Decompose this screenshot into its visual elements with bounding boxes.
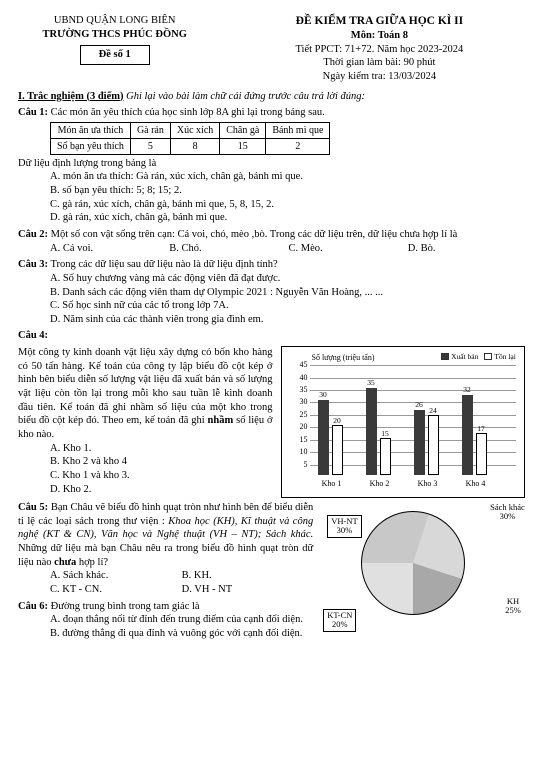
tbl-r1: Số bạn yêu thích	[51, 138, 131, 154]
q4-d: D. Kho 2.	[50, 483, 273, 497]
exam-title: ĐỀ KIỂM TRA GIỮA HỌC KÌ II	[232, 14, 527, 29]
exam-number: Đề số 1	[80, 45, 150, 65]
date-line: Ngày kiểm tra: 13/03/2024	[232, 70, 527, 84]
q3-a: A. Số huy chương vàng mà các động viên đ…	[50, 272, 527, 286]
q4-nham: nhầm	[208, 415, 234, 426]
chart-axis-title: Số lượng (triệu tấn)	[312, 353, 375, 363]
q4-c: C. Kho 1 và kho 3.	[50, 469, 273, 483]
pie-circle	[361, 511, 465, 615]
q2-b: B. Chó.	[169, 242, 288, 256]
question-4-block: Một công ty kinh doanh vật liệu xây dựng…	[18, 346, 527, 498]
q5-text3: hợp lí?	[79, 557, 108, 568]
bar-area: 510152025303540453020Kho 13515Kho 22624K…	[310, 365, 516, 475]
section-i-title: I. Trắc nghiệm (3 điểm)	[18, 91, 123, 102]
question-3: Câu 3: Trong các dữ liệu sau dữ liệu nào…	[18, 258, 527, 272]
q3-text: Trong các dữ liệu sau dữ liệu nào là dữ …	[50, 259, 277, 270]
q4-label: Câu 4:	[18, 330, 48, 341]
q5-text-col: Câu 5: Bạn Châu vẽ biểu đồ hình quạt trò…	[18, 501, 313, 640]
org-line2: TRƯỜNG THCS PHÚC ĐỒNG	[18, 28, 211, 42]
tbl-h1: Món ăn ưa thích	[51, 122, 131, 138]
q6-b: B. đường thẳng đi qua đỉnh và vuông góc …	[50, 627, 313, 641]
q2-label: Câu 2:	[18, 229, 48, 240]
q4-a: A. Kho 1.	[50, 442, 273, 456]
q1-label: Câu 1:	[18, 107, 48, 118]
chart-legend: Xuất bán Tồn lại	[441, 352, 516, 362]
legend-swatch-tl	[484, 353, 492, 360]
legend-tl: Tồn lại	[494, 352, 515, 362]
tiet-line: Tiết PPCT: 71+72. Năm học 2023-2024	[232, 43, 527, 57]
question-1: Câu 1: Các món ăn yêu thích của học sinh…	[18, 106, 527, 120]
q5-a: A. Sách khác.	[50, 569, 182, 583]
q5-d: D. VH - NT	[182, 583, 314, 597]
section-i-note: Ghi lại vào bài làm chữ cái đứng trước c…	[126, 91, 365, 102]
tbl-v2: 8	[170, 138, 219, 154]
q4-b: B. Kho 2 và kho 4	[50, 455, 273, 469]
tbl-h2: Gà rán	[130, 122, 170, 138]
page-header: UBND QUẬN LONG BIÊN TRƯỜNG THCS PHÚC ĐỒN…	[18, 14, 527, 84]
q5-b: B. KH.	[182, 569, 314, 583]
q6-label: Câu 6:	[18, 601, 48, 612]
q2-choices: A. Cá voi. B. Chó. C. Mèo. D. Bò.	[50, 242, 527, 256]
q1-d: D. gà rán, xúc xích, chân gà, bánh mì qu…	[50, 211, 527, 225]
question-2: Câu 2: Một số con vật sống trên cạn: Cá …	[18, 228, 527, 242]
pie-label-kh: KH25%	[505, 597, 521, 616]
org-line1: UBND QUẬN LONG BIÊN	[18, 14, 211, 28]
header-right: ĐỀ KIỂM TRA GIỮA HỌC KÌ II Môn: Toán 8 T…	[232, 14, 527, 84]
q1-table: Món ăn ưa thích Gà rán Xúc xích Chân gà …	[50, 122, 330, 155]
bar-chart: Số lượng (triệu tấn) Xuất bán Tồn lại 51…	[281, 346, 525, 498]
q3-label: Câu 3:	[18, 259, 48, 270]
q6-text: Đường trung bình trong tam giác là	[51, 601, 200, 612]
tbl-v1: 5	[130, 138, 170, 154]
q3-c: C. Số học sinh nữ của các tổ trong lớp 7…	[50, 299, 527, 313]
header-left: UBND QUẬN LONG BIÊN TRƯỜNG THCS PHÚC ĐỒN…	[18, 14, 211, 84]
q3-d: D. Năm sinh của các thành viên trong gia…	[50, 313, 527, 327]
q2-text: Một số con vật sống trên cạn: Cá voi, ch…	[51, 229, 458, 240]
subject: Môn: Toán 8	[232, 29, 527, 43]
q2-c: C. Mèo.	[289, 242, 408, 256]
q4-text-col: Một công ty kinh doanh vật liệu xây dựng…	[18, 346, 273, 498]
pie-label-sk: Sách khác30%	[490, 503, 525, 522]
q6-a: A. đoạn thẳng nối từ đỉnh đến trung điểm…	[50, 613, 313, 627]
question-4-label: Câu 4:	[18, 329, 527, 343]
q4-text: Một công ty kinh doanh vật liệu xây dựng…	[18, 347, 273, 426]
pie-label-ktcn: KT-CN20%	[323, 609, 356, 632]
q1-tail: Dữ liệu định lượng trong bảng là	[18, 157, 527, 171]
q1-text: Các món ăn yêu thích của học sinh lớp 8A…	[51, 107, 325, 118]
q5-choices-1: A. Sách khác. B. KH.	[50, 569, 313, 583]
pie-chart: VH-NT30% Sách khác30% KT-CN20% KH25%	[321, 501, 525, 631]
section-i: I. Trắc nghiệm (3 điểm) Ghi lại vào bài …	[18, 90, 527, 104]
q5-label: Câu 5:	[18, 502, 48, 513]
legend-xb: Xuất bán	[451, 352, 478, 362]
q1-c: C. gà rán, xúc xích, chân gà, bánh mì qu…	[50, 198, 527, 212]
legend-swatch-xb	[441, 353, 449, 360]
time-line: Thời gian làm bài: 90 phút	[232, 56, 527, 70]
question-5-block: Câu 5: Bạn Châu vẽ biểu đồ hình quạt trò…	[18, 501, 527, 640]
question-6: Câu 6: Đường trung bình trong tam giác l…	[18, 600, 313, 614]
tbl-v3: 15	[220, 138, 266, 154]
q5-choices-2: C. KT - CN. D. VH - NT	[50, 583, 313, 597]
q1-b: B. số bạn yêu thích: 5; 8; 15; 2.	[50, 184, 527, 198]
q5-chua: chưa	[54, 557, 76, 568]
q5-c: C. KT - CN.	[50, 583, 182, 597]
tbl-h3: Xúc xích	[170, 122, 219, 138]
tbl-v4: 2	[266, 138, 330, 154]
pie-label-vhnt: VH-NT30%	[327, 515, 361, 538]
q2-a: A. Cá voi.	[50, 242, 169, 256]
tbl-h5: Bánh mì que	[266, 122, 330, 138]
tbl-h4: Chân gà	[220, 122, 266, 138]
q2-d: D. Bò.	[408, 242, 527, 256]
q3-b: B. Danh sách các động viên tham dự Olymp…	[50, 286, 527, 300]
q1-a: A. món ăn ưa thích: Gà rán, xúc xích, ch…	[50, 170, 527, 184]
